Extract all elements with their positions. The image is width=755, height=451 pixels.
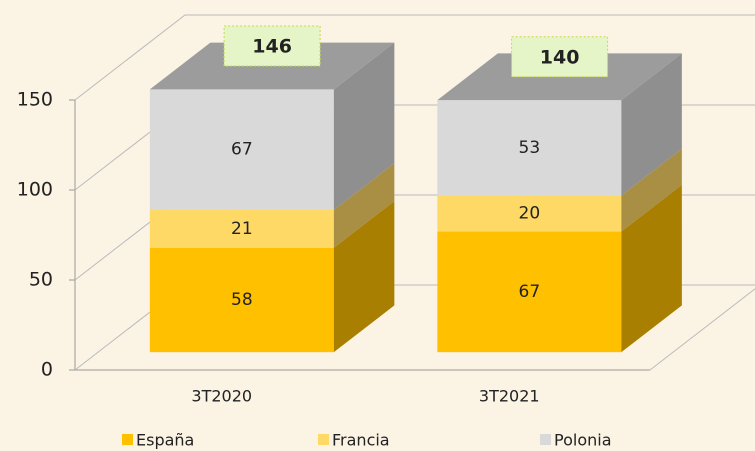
data-label: 58 [231, 290, 253, 310]
bar-segment [437, 148, 682, 232]
legend-swatch [318, 434, 329, 445]
legend-label: Francia [332, 431, 390, 450]
bar-front [149, 247, 334, 353]
bar-front [149, 89, 334, 210]
bar-segment [149, 42, 395, 210]
legend-swatch [122, 434, 133, 445]
y-tick-label: 150 [17, 89, 53, 111]
bar-segment [437, 184, 682, 353]
bar-side [333, 201, 395, 353]
bar-side [621, 53, 682, 196]
x-tick-label: 3T2021 [479, 387, 540, 406]
total-box [511, 36, 609, 78]
grid-line [74, 14, 755, 101]
data-label: 67 [231, 140, 253, 160]
data-label: 67 [519, 282, 541, 302]
floor-right [649, 288, 755, 371]
bar-segment [149, 201, 395, 353]
total-box [223, 25, 321, 67]
bar-front [437, 100, 622, 196]
bar-front [437, 195, 622, 232]
data-label: 53 [519, 138, 541, 158]
y-tick-label: 0 [41, 359, 53, 381]
legend-label: Polonia [554, 431, 612, 450]
legend-swatch [540, 434, 551, 445]
total-label: 146 [252, 35, 292, 57]
bar-front [149, 209, 334, 248]
bar-side [621, 148, 682, 232]
legend-label: España [136, 431, 194, 450]
x-tick-label: 3T2020 [191, 387, 252, 406]
total-label: 140 [540, 46, 580, 68]
bar-side [333, 163, 395, 248]
data-label: 21 [231, 219, 253, 239]
data-label: 20 [519, 204, 541, 224]
bar-side [621, 184, 682, 353]
bar-segment [437, 53, 682, 196]
y-tick-label: 50 [29, 269, 53, 291]
bar-side [333, 42, 395, 210]
bar-front [437, 231, 622, 353]
y-tick-label: 100 [17, 179, 53, 201]
bar-segment [149, 163, 395, 248]
